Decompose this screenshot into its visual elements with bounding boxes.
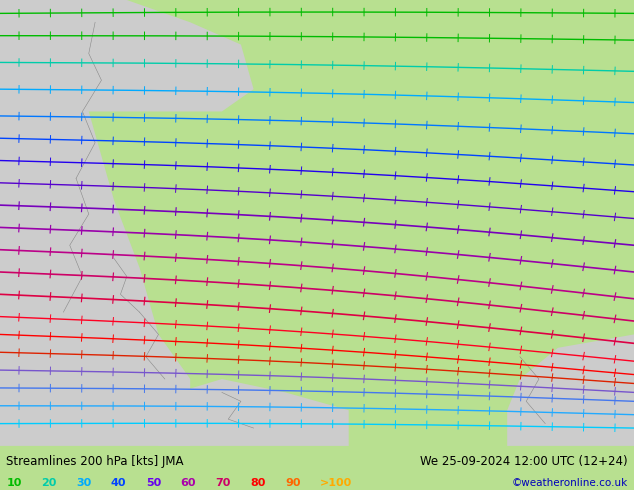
Polygon shape xyxy=(507,334,634,446)
Polygon shape xyxy=(158,379,349,446)
Polygon shape xyxy=(0,0,254,112)
Text: 40: 40 xyxy=(111,478,126,488)
Text: 30: 30 xyxy=(76,478,91,488)
Text: >100: >100 xyxy=(320,478,353,488)
Text: 70: 70 xyxy=(216,478,231,488)
Text: ©weatheronline.co.uk: ©weatheronline.co.uk xyxy=(512,478,628,488)
Text: 80: 80 xyxy=(250,478,266,488)
Text: Streamlines 200 hPa [kts] JMA: Streamlines 200 hPa [kts] JMA xyxy=(6,455,184,468)
Text: 90: 90 xyxy=(285,478,301,488)
Text: We 25-09-2024 12:00 UTC (12+24): We 25-09-2024 12:00 UTC (12+24) xyxy=(420,455,628,468)
Text: 10: 10 xyxy=(6,478,22,488)
Text: 60: 60 xyxy=(181,478,196,488)
Text: 50: 50 xyxy=(146,478,161,488)
Polygon shape xyxy=(0,0,190,446)
Text: 20: 20 xyxy=(41,478,56,488)
